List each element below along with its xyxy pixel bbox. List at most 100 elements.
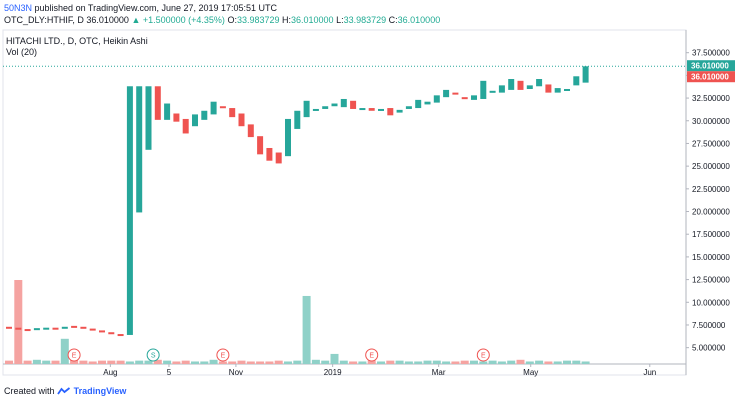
event-marker-label: E (481, 353, 486, 360)
candle (229, 108, 236, 118)
earnings-marker-icon (216, 348, 230, 362)
candle (275, 152, 282, 164)
candle (433, 95, 440, 103)
candle (359, 108, 366, 111)
volume-bar (218, 361, 227, 364)
volume-bar (339, 360, 348, 364)
candle (33, 328, 40, 331)
candle (424, 101, 431, 105)
volume-bar (98, 360, 106, 364)
volume-bar (274, 360, 283, 364)
volume-bar (209, 359, 218, 364)
x-tick-label: 2019 (324, 368, 342, 377)
volume-bar (386, 360, 395, 364)
close-price-box (687, 71, 735, 83)
chart-header: 50N3N published on TradingView.com, June… (0, 0, 736, 28)
volume-bar (79, 360, 88, 364)
volume-bar (572, 360, 581, 364)
candle (396, 109, 403, 113)
volume-bar (395, 360, 404, 364)
candle (52, 327, 59, 330)
y-tick-label: 17.500000 (692, 230, 730, 239)
candle (498, 85, 505, 93)
volume-bar (163, 360, 172, 364)
y-tick-label: 12.500000 (692, 276, 730, 285)
candle (164, 103, 171, 120)
close-price-box-label: 36.010000 (691, 73, 729, 82)
candle (340, 98, 347, 108)
volume-bar (516, 359, 525, 364)
volume-indicator-label[interactable]: Vol (20) (6, 47, 38, 57)
volume-bar (107, 360, 116, 364)
footer: Created with TradingView (4, 386, 126, 396)
candle (443, 89, 450, 98)
y-tick-label: 22.500000 (692, 185, 730, 194)
y-tick-label: 27.500000 (692, 139, 730, 148)
y-tick-label: 7.500000 (692, 321, 726, 330)
volume-bar (404, 361, 413, 364)
volume-bar (172, 361, 181, 364)
low-label: L: (336, 15, 344, 25)
candle (368, 108, 375, 111)
open-label: O: (227, 15, 237, 25)
candle (266, 147, 273, 161)
volume-bar (246, 361, 255, 364)
published-text: published on TradingView.com, June 27, 2… (34, 3, 278, 13)
volume-bar (311, 359, 320, 364)
volume-bar (414, 361, 423, 364)
candle (471, 95, 477, 100)
symbol-label: OTC_DLY:HTHIF, D (4, 15, 84, 25)
last-price-box (687, 60, 735, 72)
y-tick-label: 20.000000 (692, 208, 730, 217)
y-tick-label: 30.000000 (692, 117, 730, 126)
volume-bar (284, 361, 292, 364)
earnings-marker-icon (67, 348, 81, 362)
volume-bar (5, 360, 13, 364)
candle (61, 326, 68, 329)
candle (294, 110, 301, 129)
volume-bar (293, 360, 302, 364)
volume-bar (507, 360, 516, 364)
candle (108, 332, 115, 335)
candle (489, 90, 496, 93)
candle (201, 110, 208, 120)
candle (387, 108, 394, 116)
candle (192, 114, 198, 127)
volume-bar (144, 360, 153, 364)
volume-bar (237, 360, 246, 364)
volume-bar (423, 360, 432, 364)
event-marker-label: E (221, 353, 226, 360)
candle (452, 92, 459, 95)
candle (6, 326, 12, 329)
candle (582, 66, 589, 83)
tradingview-brand[interactable]: TradingView (73, 386, 127, 396)
volume-bar (358, 361, 367, 364)
close-label: C: (388, 15, 398, 25)
x-tick-label: Aug (103, 368, 117, 377)
volume-bar (32, 359, 41, 364)
volume-bar (42, 360, 51, 364)
candle (247, 124, 254, 138)
volume-bar (479, 361, 488, 364)
created-with-text: Created with (4, 386, 55, 396)
price-chart[interactable]: 37.50000035.00000032.50000030.00000027.5… (0, 28, 736, 383)
candle (238, 113, 245, 127)
volume-bar (88, 361, 97, 364)
symbol-ohlc-line: OTC_DLY:HTHIF, D 36.010000 ▲ +1.500000 (… (4, 15, 440, 25)
candle (257, 136, 264, 155)
last-price: 36.010000 (86, 15, 129, 25)
volume-bar (256, 361, 265, 364)
volume-bar (181, 360, 190, 364)
candle (526, 85, 533, 89)
candle (99, 330, 105, 333)
candle (145, 86, 152, 150)
y-tick-label: 5.000000 (692, 344, 726, 353)
close-value: 36.010000 (397, 15, 441, 25)
volume-bar (191, 361, 199, 364)
y-tick-label: 10.000000 (692, 298, 730, 307)
author-link[interactable]: 50N3N (4, 3, 33, 13)
volume-bar (14, 280, 23, 364)
volume-bar (116, 360, 125, 364)
volume-bar (442, 361, 451, 364)
high-value: 36.010000 (291, 15, 334, 25)
